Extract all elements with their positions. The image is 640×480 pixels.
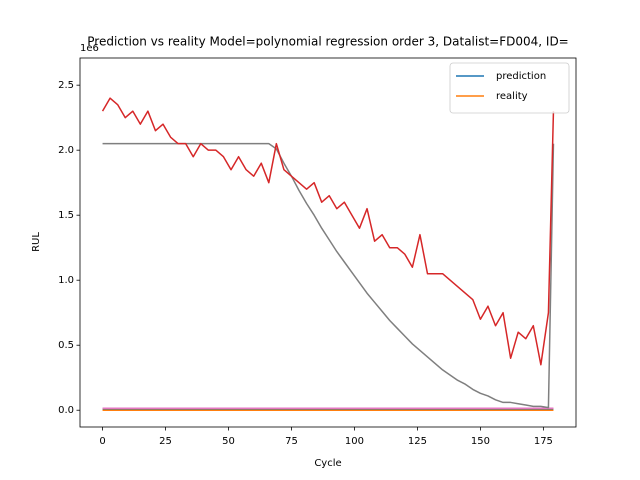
x-tick-label: 150	[471, 436, 490, 447]
x-tick-label: 25	[159, 436, 172, 447]
y-tick-label: 2.5	[58, 80, 74, 91]
y-tick-label: 0.0	[58, 405, 74, 416]
y-offset-label: 1e6	[80, 43, 99, 54]
legend-label: reality	[496, 91, 528, 102]
axes-frame	[79, 57, 577, 428]
y-tick-label: 1.5	[58, 210, 74, 221]
plot-area	[101, 97, 555, 411]
y-tick-label: 2.0	[58, 145, 74, 156]
y-tick-label: 0.5	[58, 340, 74, 351]
x-tick-label: 125	[408, 436, 427, 447]
x-axis-label: Cycle	[314, 458, 341, 469]
x-tick-label: 50	[222, 436, 235, 447]
x-tick-label: 0	[99, 436, 105, 447]
y-axis-label: RUL	[31, 232, 42, 252]
y-tick-label: 1.0	[58, 275, 74, 286]
x-tick-label: 100	[345, 436, 364, 447]
series-line	[101, 97, 555, 366]
legend-label: prediction	[496, 71, 546, 82]
x-tick-label: 175	[534, 436, 553, 447]
chart-title: Prediction vs reality Model=polynomial r…	[87, 35, 568, 49]
x-tick-label: 75	[285, 436, 298, 447]
